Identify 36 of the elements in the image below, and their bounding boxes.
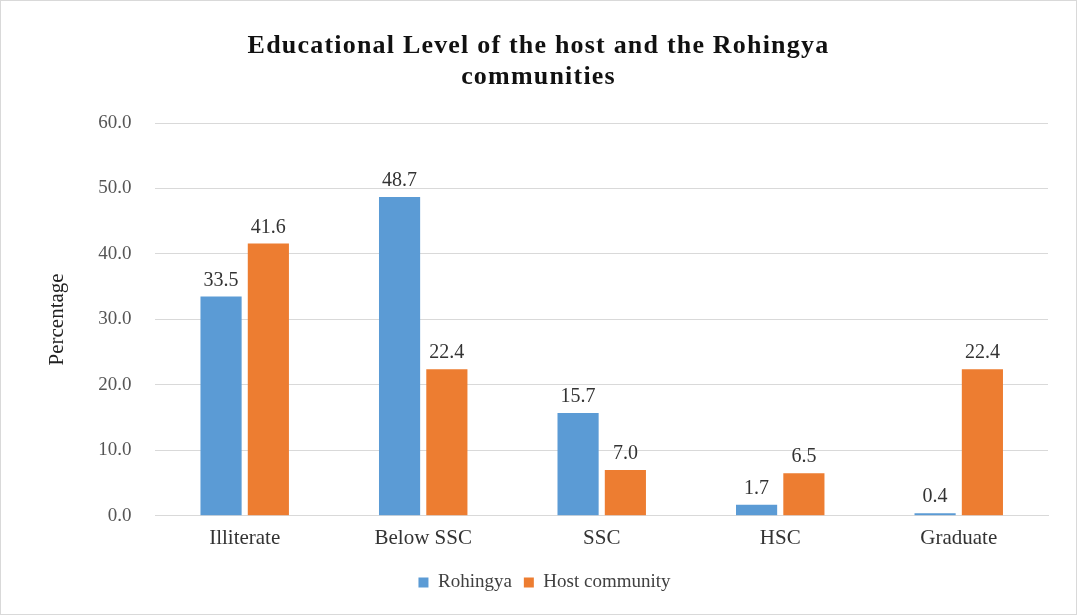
y-tick-label: 60.0 <box>98 110 132 132</box>
x-tick-label: Below SSC <box>374 524 472 549</box>
bar <box>247 243 289 516</box>
chart-title: Educational Level of the host and the Rohingya communities <box>246 29 831 91</box>
y-tick-label: 30.0 <box>98 307 132 329</box>
bar <box>961 369 1003 516</box>
y-tick-label: 10.0 <box>98 438 132 460</box>
data-label: 22.4 <box>429 340 465 363</box>
bar <box>736 504 778 516</box>
x-tick-label: HSC <box>759 524 801 549</box>
data-label: 41.6 <box>250 214 286 237</box>
y-tick-label: 50.0 <box>98 176 132 198</box>
data-label: 15.7 <box>560 384 596 407</box>
data-label: 7.0 <box>612 441 638 464</box>
legend-label: Host community <box>543 570 672 592</box>
y-tick-label: 40.0 <box>98 241 132 263</box>
legend-label: Rohingya <box>437 570 513 592</box>
bar <box>557 413 599 516</box>
y-axis-title: Percentage <box>44 273 69 366</box>
bar <box>426 369 468 516</box>
data-label: 48.7 <box>382 168 418 191</box>
x-tick-label: Graduate <box>920 524 998 549</box>
bar <box>200 296 242 516</box>
bar <box>914 513 956 516</box>
x-tick-label: SSC <box>583 524 621 549</box>
data-label: 22.4 <box>964 340 1000 363</box>
bar <box>783 473 825 516</box>
x-tick-label: Illiterate <box>209 524 281 549</box>
bar <box>604 469 646 516</box>
data-label: 1.7 <box>744 475 770 498</box>
data-label: 0.4 <box>922 484 948 507</box>
y-tick-label: 0.0 <box>107 503 132 525</box>
data-label: 33.5 <box>203 267 239 290</box>
y-tick-label: 20.0 <box>98 372 132 394</box>
data-label: 6.5 <box>791 444 817 467</box>
bar <box>378 196 421 516</box>
